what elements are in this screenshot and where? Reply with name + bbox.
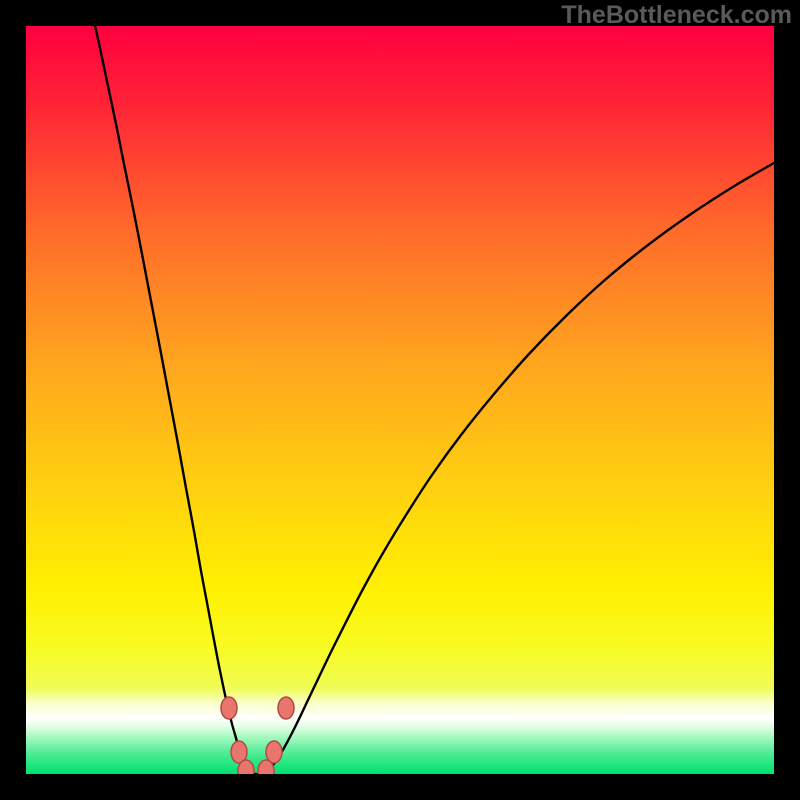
bottleneck-curve [95,26,774,774]
curve-marker-0 [221,697,237,719]
curve-marker-4 [238,760,254,774]
curve-layer [26,26,774,774]
plot-area [26,26,774,774]
curve-marker-1 [278,697,294,719]
chart-frame: TheBottleneck.com [0,0,800,800]
watermark-text: TheBottleneck.com [561,1,792,30]
curve-marker-5 [258,760,274,774]
